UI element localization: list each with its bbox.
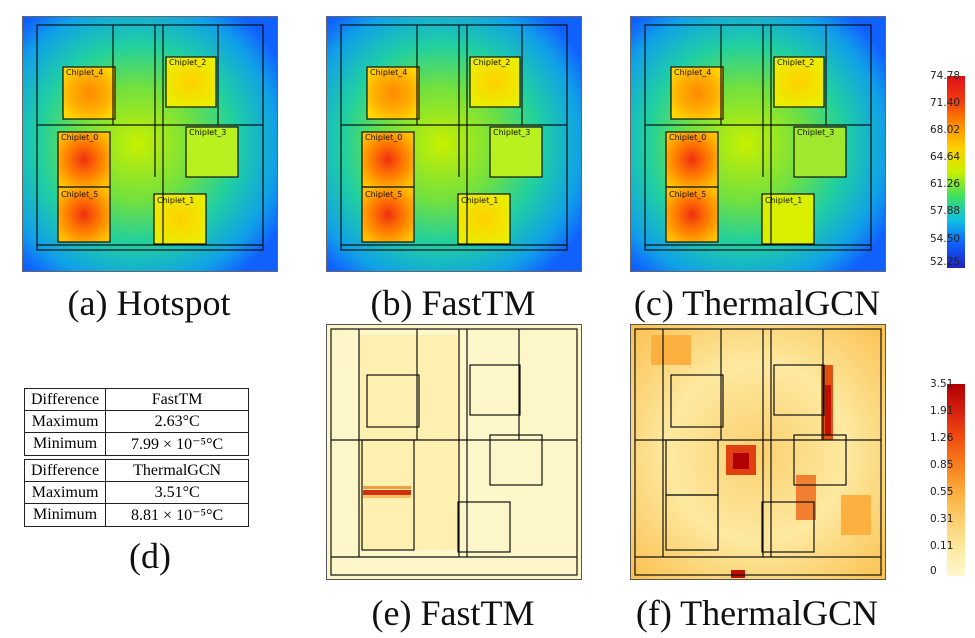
label-chiplet-1: Chiplet_1 bbox=[461, 196, 498, 205]
table-cell: Maximum bbox=[23, 481, 107, 504]
label-chiplet-2: Chiplet_2 bbox=[473, 58, 510, 67]
caption-thermalgcn: (c) ThermalGCN bbox=[633, 283, 881, 323]
label-chiplet-1: Chiplet_1 bbox=[765, 196, 802, 205]
diff-tick: 0.11 bbox=[930, 540, 954, 552]
label-chiplet-4: Chiplet_4 bbox=[66, 68, 103, 77]
diff-tick: 1.26 bbox=[930, 432, 954, 444]
caption-table: (d) bbox=[129, 536, 171, 576]
table-cell: FastTM bbox=[105, 388, 250, 411]
table-cell: ThermalGCN bbox=[105, 459, 250, 482]
diff-tick: 0.31 bbox=[930, 513, 954, 525]
diff-tick: 0.55 bbox=[930, 486, 954, 498]
table-cell: 2.63°C bbox=[105, 410, 250, 433]
table-cell: Difference bbox=[23, 388, 107, 411]
table-cell: Minimum bbox=[23, 432, 107, 456]
table-cell: Minimum bbox=[23, 503, 107, 527]
temp-tick: 57.88 bbox=[930, 205, 961, 217]
temp-tick: 74.78 bbox=[930, 70, 961, 82]
label-chiplet-0: Chiplet_0 bbox=[61, 133, 98, 142]
label-chiplet-3: Chiplet_3 bbox=[493, 128, 530, 137]
diff-tick: 0.85 bbox=[930, 459, 954, 471]
caption-hotspot: (a) Hotspot bbox=[67, 283, 231, 323]
caption-diff-thermalgcn: (f) ThermalGCN bbox=[635, 593, 879, 633]
label-chiplet-2: Chiplet_2 bbox=[777, 58, 814, 67]
table-cell: Maximum bbox=[23, 410, 107, 433]
table-cell: Difference bbox=[23, 459, 107, 482]
difference-map-thermalgcn bbox=[630, 324, 886, 580]
diff-tick: 3.51 bbox=[930, 378, 954, 390]
label-chiplet-4: Chiplet_4 bbox=[674, 68, 711, 77]
label-chiplet-5: Chiplet_5 bbox=[61, 190, 98, 199]
difference-map-fasttm bbox=[326, 324, 582, 580]
label-chiplet-4: Chiplet_4 bbox=[370, 68, 407, 77]
difference-table: Difference FastTM Maximum 2.63°C Minimum 7.… bbox=[23, 388, 250, 527]
table-cell: 8.81 × 10⁻⁵°C bbox=[105, 503, 250, 527]
diff-tick: 0 bbox=[930, 565, 937, 577]
label-chiplet-3: Chiplet_3 bbox=[797, 128, 834, 137]
table-cell: 3.51°C bbox=[105, 481, 250, 504]
temp-tick: 54.50 bbox=[930, 233, 961, 245]
temp-tick: 71.40 bbox=[930, 97, 961, 109]
label-chiplet-5: Chiplet_5 bbox=[669, 190, 706, 199]
caption-diff-fasttm: (e) FastTM bbox=[371, 593, 535, 633]
label-chiplet-2: Chiplet_2 bbox=[169, 58, 206, 67]
label-chiplet-5: Chiplet_5 bbox=[365, 190, 402, 199]
caption-fasttm: (b) FastTM bbox=[370, 283, 536, 323]
temperature-colorbar bbox=[947, 76, 965, 268]
label-chiplet-0: Chiplet_0 bbox=[365, 133, 402, 142]
label-chiplet-1: Chiplet_1 bbox=[157, 196, 194, 205]
thermal-map-hotspot: Chiplet_4 Chiplet_2 Chiplet_0 Chiplet_3 … bbox=[22, 16, 278, 272]
temp-tick: 61.26 bbox=[930, 178, 961, 190]
difference-colorbar bbox=[947, 384, 965, 576]
label-chiplet-0: Chiplet_0 bbox=[669, 133, 706, 142]
thermal-map-fasttm: Chiplet_4 Chiplet_2 Chiplet_0 Chiplet_3 … bbox=[326, 16, 582, 272]
table-cell: 7.99 × 10⁻⁵°C bbox=[105, 432, 250, 456]
temp-tick: 68.02 bbox=[930, 124, 961, 136]
thermal-map-thermalgcn: Chiplet_4 Chiplet_2 Chiplet_0 Chiplet_3 … bbox=[630, 16, 886, 272]
temp-tick: 52.25 bbox=[930, 256, 961, 268]
temp-tick: 64.64 bbox=[930, 151, 961, 163]
label-chiplet-3: Chiplet_3 bbox=[189, 128, 226, 137]
diff-tick: 1.91 bbox=[930, 405, 954, 417]
